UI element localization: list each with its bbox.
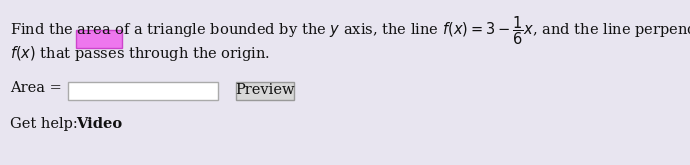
Bar [236,82,294,100]
Text: $f(x)$ that passes through the origin.: $f(x)$ that passes through the origin. [10,44,270,63]
Text: Get help:: Get help: [10,117,87,131]
Text: Preview: Preview [235,83,295,97]
Text: Video: Video [76,117,122,131]
Text: Find the area of a triangle bounded by the $y$ axis, the line $f(x) = 3 - \dfrac: Find the area of a triangle bounded by t… [10,14,690,47]
Bar [68,82,218,100]
Text: Area =: Area = [10,81,66,95]
Bar [76,30,122,48]
